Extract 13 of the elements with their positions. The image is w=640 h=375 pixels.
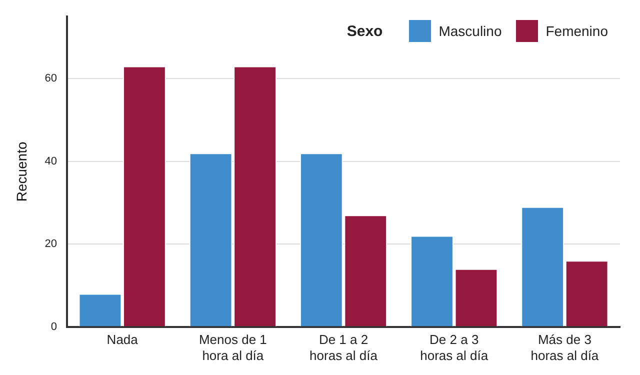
legend-title: Sexo bbox=[346, 22, 383, 40]
y-tick-label: 20 bbox=[44, 238, 58, 250]
legend-label: Femenino bbox=[546, 23, 608, 39]
y-axis-title: Recuento bbox=[13, 142, 30, 202]
x-tick-label: De 2 a 3 horas al día bbox=[420, 332, 489, 363]
x-tick-label: Más de 3 horas al día bbox=[530, 332, 600, 363]
y-tick-label: 0 bbox=[50, 320, 58, 333]
x-tick-label: Nada bbox=[106, 332, 139, 348]
legend-label: Masculino bbox=[438, 23, 502, 39]
x-tick-label: Menos de 1 hora al día bbox=[198, 332, 267, 363]
y-tick-label: 40 bbox=[44, 155, 58, 168]
y-tick-label: 60 bbox=[44, 72, 58, 85]
x-tick-label: De 1 a 2 horas al día bbox=[310, 332, 378, 363]
